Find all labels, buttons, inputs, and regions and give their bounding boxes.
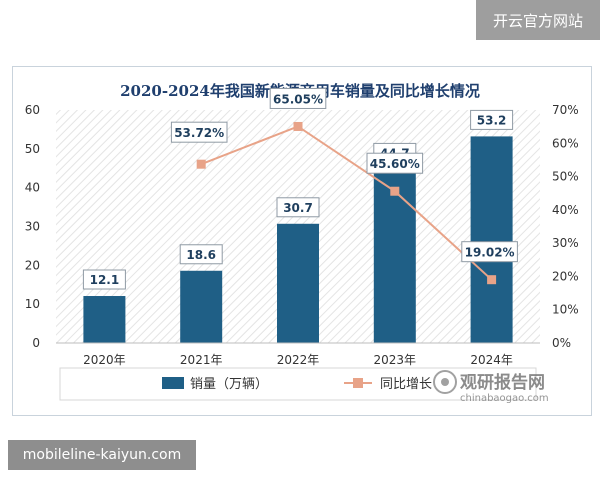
x-tick-label: 2021年 [180, 353, 223, 367]
x-tick-label: 2024年 [470, 353, 513, 367]
y-left-tick-label: 30 [25, 220, 40, 234]
growth-point [196, 159, 206, 169]
bar-data-label: 18.6 [186, 248, 216, 262]
y-right-tick-label: 60% [552, 136, 579, 150]
url-badge: mobileline-kaiyun.com [8, 440, 196, 470]
bar-data-label: 30.7 [283, 201, 313, 215]
y-left-tick-label: 60 [25, 103, 40, 117]
y-left-tick-label: 10 [25, 297, 40, 311]
y-axis-right: 0% 10% 20% 30% 40% 50% 60% 70% [552, 103, 579, 350]
y-left-tick-label: 20 [25, 258, 40, 272]
watermark-domain: chinabaogao.com [460, 393, 549, 404]
legend-line-label: 同比增长 [380, 377, 432, 392]
x-tick-label: 2023年 [374, 353, 417, 367]
y-right-tick-label: 40% [552, 203, 579, 217]
growth-data-label: 45.60% [370, 157, 420, 171]
growth-point [390, 186, 400, 196]
site-name-badge: 开云官方网站 [476, 0, 600, 40]
bar-label-box [276, 197, 320, 218]
watermark-logo: 观研报告网 chinabaogao.com [433, 370, 549, 404]
legend-bar-label: 销量（万辆） [190, 377, 268, 392]
y-axis-left: 0 10 20 30 40 50 60 [25, 103, 40, 350]
y-right-tick-label: 10% [552, 303, 579, 317]
watermark-logo-icon [433, 370, 457, 394]
y-right-tick-label: 70% [552, 103, 579, 117]
growth-line-series: 53.72% 65.05% 45.60% 19.02% [170, 87, 518, 285]
growth-label-box [461, 241, 518, 263]
watermark-name: 观研报告网 [459, 372, 545, 393]
bar-data-label: 12.1 [90, 273, 120, 287]
bar-data-label: 53.2 [477, 113, 507, 127]
growth-data-label: 53.72% [174, 126, 224, 140]
growth-label-box [170, 121, 228, 143]
legend-line-marker [353, 378, 363, 388]
bar-label-box [179, 244, 223, 265]
legend-bar-swatch [162, 377, 184, 389]
bar [180, 270, 223, 343]
growth-data-label: 19.02% [465, 246, 515, 260]
y-left-tick-label: 0 [32, 336, 40, 350]
x-axis: 2020年 2021年 2022年 2023年 2024年 [83, 353, 513, 367]
growth-label-box [269, 87, 327, 109]
bar-label-box [470, 109, 514, 130]
y-right-tick-label: 30% [552, 236, 579, 250]
growth-point [293, 121, 303, 131]
bar-label-box [82, 269, 126, 290]
bar [83, 296, 126, 343]
growth-point [487, 275, 497, 285]
bar-series: 12.118.630.744.753.2 [82, 109, 514, 343]
bar [277, 223, 319, 343]
watermark-logo-icon-dot [441, 378, 449, 386]
x-tick-label: 2022年 [277, 353, 320, 367]
y-left-tick-label: 40 [25, 181, 40, 195]
y-right-tick-label: 20% [552, 269, 579, 283]
growth-line [200, 125, 493, 281]
y-right-tick-label: 0% [552, 336, 571, 350]
x-tick-label: 2020年 [83, 353, 126, 367]
growth-data-label: 65.05% [273, 92, 323, 106]
growth-label-box [366, 152, 424, 174]
bar [470, 136, 513, 343]
y-left-tick-label: 50 [25, 142, 40, 156]
y-right-tick-label: 50% [552, 170, 579, 184]
bar [373, 169, 416, 343]
